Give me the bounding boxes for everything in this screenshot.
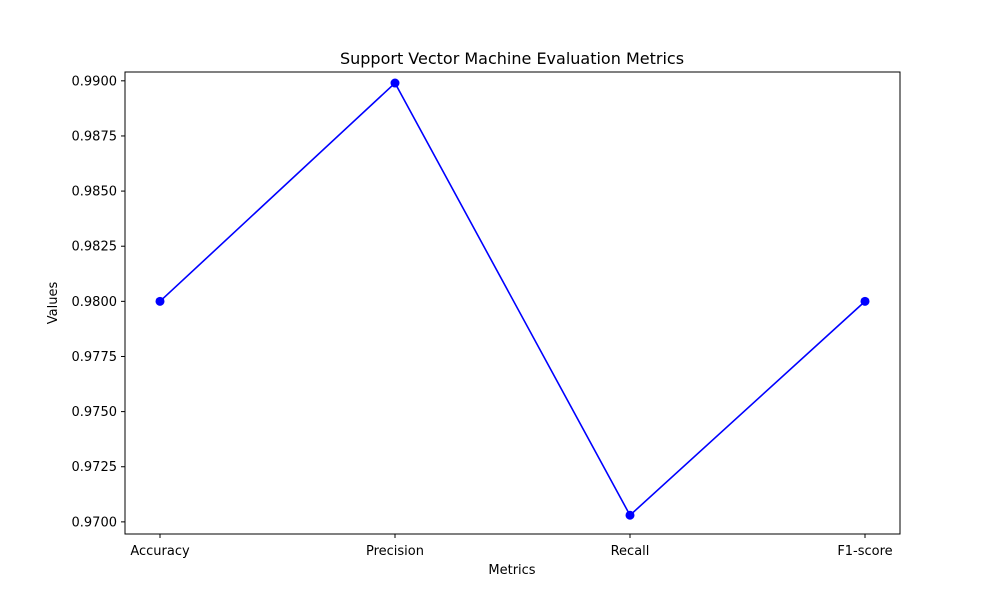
y-tick-label: 0.9900 [72,74,118,89]
y-tick-label: 0.9825 [72,240,118,255]
x-tick-label: Recall [611,544,650,559]
x-tick-label: F1-score [837,544,892,559]
y-tick-label: 0.9750 [72,405,118,420]
series-layer [155,78,870,520]
y-tick-label: 0.9850 [72,185,118,200]
x-tick-label: Precision [366,544,424,559]
y-axis-title: Values [46,282,61,325]
x-tick-label: Accuracy [130,544,190,559]
y-tick-label: 0.9725 [72,460,118,475]
plot-area-frame [124,71,901,535]
data-point-accuracy [155,296,165,306]
data-point-f1-score [860,296,870,306]
chart-title: Support Vector Machine Evaluation Metric… [340,49,684,68]
x-axis-title: Metrics [488,563,535,578]
data-point-precision [390,78,400,88]
data-point-recall [625,510,635,520]
y-tick-label: 0.9700 [72,515,118,530]
series-line [159,82,866,517]
y-tick-label: 0.9800 [72,295,118,310]
x-axis-ticks: Accuracy Precision Recall F1-score [130,534,893,559]
y-axis-ticks: 0.9700 0.9725 0.9750 0.9775 0.9800 0.9825 0.98… [72,74,125,530]
y-tick-label: 0.9875 [72,129,118,144]
y-tick-label: 0.9775 [72,350,118,365]
